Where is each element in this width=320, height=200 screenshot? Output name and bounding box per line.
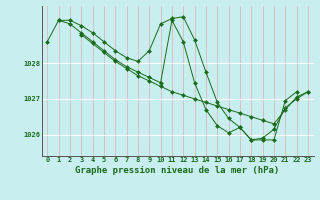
X-axis label: Graphe pression niveau de la mer (hPa): Graphe pression niveau de la mer (hPa) <box>76 166 280 175</box>
